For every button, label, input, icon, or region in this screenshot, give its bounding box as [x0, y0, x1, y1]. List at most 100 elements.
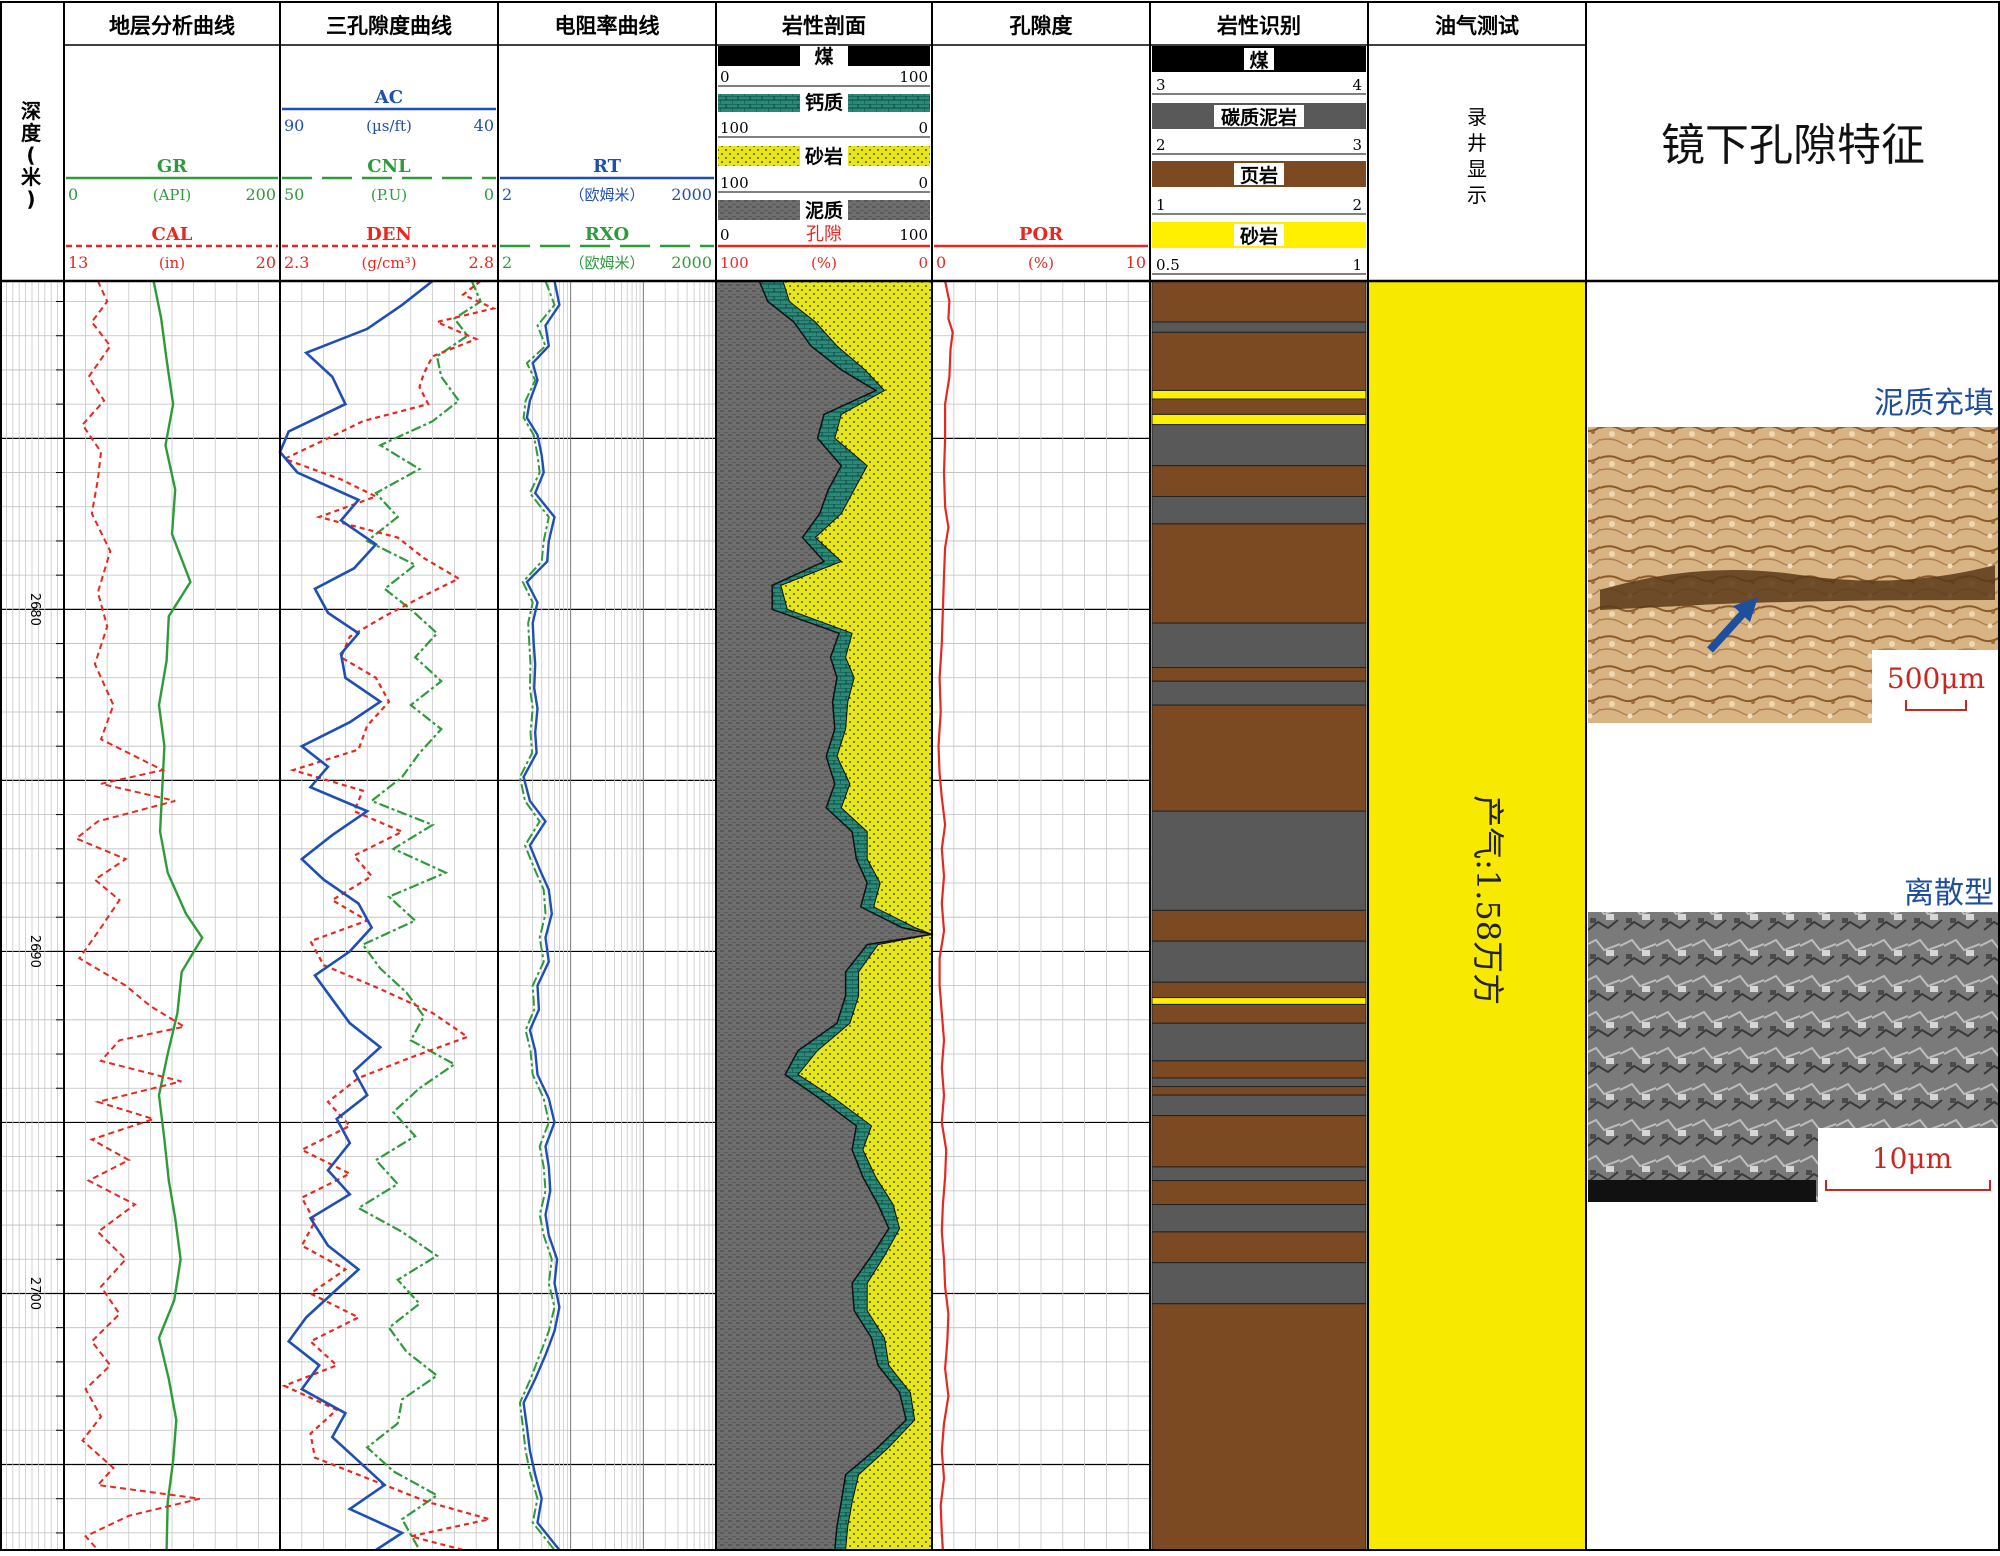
- ident-legend-max: 4: [1352, 76, 1362, 94]
- porosity-legend-unit: (%): [811, 254, 837, 272]
- ident-layer-coal_mud: [1151, 680, 1367, 706]
- den-curve: [281, 280, 497, 1552]
- ident-legend-min: 0.5: [1156, 256, 1180, 274]
- depth-header-char: ): [26, 187, 35, 211]
- arrow-icon: [1733, 597, 1758, 622]
- gr-curve: [152, 280, 204, 1551]
- ident-layer-shale: [1151, 1003, 1367, 1024]
- porosity-legend-label: 孔隙: [806, 224, 842, 245]
- legend-unit: (P.U): [371, 186, 407, 204]
- litho-legend-min: 100: [720, 119, 749, 137]
- scale-label-2: 10μm: [1872, 1142, 1952, 1175]
- ident-legend-label: 煤: [1249, 50, 1268, 72]
- mud-boundary-line: [758, 280, 933, 1551]
- legend-max: 200: [245, 185, 276, 204]
- depth-tick-label: 2680: [27, 593, 42, 626]
- photo-caption-2: 离散型: [1904, 876, 1994, 911]
- ident-layer-shale: [1151, 1231, 1367, 1264]
- test-note-char: 示: [1467, 183, 1487, 207]
- litho-legend-min: 0: [720, 68, 730, 86]
- test-note-char: 录: [1467, 105, 1487, 129]
- ident-layer-shale: [1151, 465, 1367, 497]
- ident-legend-max: 3: [1352, 136, 1362, 154]
- photo-arrow-shaft: [1707, 605, 1751, 653]
- legend-unit: (%): [1028, 254, 1054, 272]
- calcareous-fill: [759, 281, 932, 1550]
- sem-info-bar: [1588, 1180, 1816, 1202]
- ident-layer-coal_mud: [1151, 622, 1367, 669]
- track-title-por: 孔隙度: [1010, 14, 1073, 38]
- legend-name: DEN: [366, 224, 412, 245]
- legend-name: RXO: [585, 224, 629, 245]
- legend-unit: (µs/ft): [366, 117, 412, 135]
- gas-test-result: 产气:1.58万方: [1469, 795, 1507, 1005]
- ident-legend-label: 碳质泥岩: [1221, 106, 1297, 129]
- ident-layer-shale: [1151, 667, 1367, 682]
- ident-legend-label: 页岩: [1240, 164, 1278, 187]
- legend-min: 2.3: [284, 253, 309, 272]
- litho-legend-max: 0: [918, 119, 928, 137]
- micro-title: 镜下孔隙特征: [1661, 120, 1925, 171]
- legend-unit: （欧姆米）: [569, 254, 644, 272]
- ident-layer-shale: [1151, 1180, 1367, 1206]
- litho-legend-max: 0: [918, 174, 928, 192]
- legend-unit: （欧姆米）: [569, 186, 644, 204]
- ident-layer-coal_mud: [1151, 1022, 1367, 1062]
- ident-layer-coal_mud: [1151, 424, 1367, 467]
- gas-test-interval: [1368, 281, 1586, 1550]
- scale-label-1: 500μm: [1887, 662, 1985, 695]
- legend-min: 90: [284, 116, 304, 135]
- track-title-litho: 岩性剖面: [781, 14, 866, 38]
- ident-layer-coal_mud: [1151, 1204, 1367, 1233]
- legend-min: 0: [936, 253, 946, 272]
- depth-tick-label: 2700: [27, 1277, 42, 1310]
- ident-layer-coal_mud: [1151, 940, 1367, 983]
- test-note-char: 井: [1467, 131, 1487, 155]
- rxo-curve: [518, 280, 556, 1551]
- depth-tick-label: 2690: [27, 935, 42, 968]
- legend-name: POR: [1019, 224, 1064, 245]
- por-curve: [937, 280, 954, 1551]
- ident-legend-label-bg: [1244, 48, 1274, 70]
- legend-min: 50: [284, 185, 304, 204]
- legend-max: 2.8: [469, 253, 494, 272]
- legend-max: 10: [1126, 253, 1146, 272]
- legend-name: CNL: [367, 156, 411, 177]
- legend-name: AC: [374, 87, 403, 108]
- litho-legend-label-bg: [800, 94, 848, 112]
- track-title-resist: 电阻率曲线: [555, 14, 660, 38]
- legend-min: 13: [68, 253, 88, 272]
- ident-layer-shale: [1151, 1060, 1367, 1079]
- litho-legend-max: 100: [899, 68, 928, 86]
- ident-layer-shale: [1151, 280, 1367, 323]
- depth-header-char: 深: [21, 99, 41, 123]
- ident-layer-shale: [1151, 1115, 1367, 1168]
- ident-layer-sand: [1151, 389, 1367, 400]
- ident-legend-label-bg: [1214, 105, 1304, 127]
- ident-layer-shale: [1151, 398, 1367, 415]
- legend-min: 2: [502, 253, 512, 272]
- scale-bar-1: [1905, 700, 1967, 711]
- legend-max: 20: [256, 253, 276, 272]
- litho-legend-label: 钙质: [805, 91, 843, 114]
- legend-name: RT: [593, 156, 622, 177]
- scale-bar-2: [1825, 1180, 1991, 1191]
- ident-layer-coal_mud: [1151, 1094, 1367, 1117]
- ident-legend-min: 1: [1156, 196, 1166, 214]
- cal-curve: [74, 280, 201, 1551]
- ident-layer-coal_mud: [1151, 495, 1367, 525]
- photo-pore-dark: [1600, 565, 1995, 610]
- ident-layer-shale: [1151, 331, 1367, 391]
- ident-legend-max: 1: [1352, 256, 1362, 274]
- ident-legend-min: 2: [1156, 136, 1166, 154]
- ident-layer-coal_mud: [1151, 1077, 1367, 1088]
- ident-layer-coal_mud: [1151, 810, 1367, 911]
- ident-layer-shale: [1151, 1303, 1367, 1551]
- depth-header-char: 度: [21, 121, 42, 145]
- ident-layer-coal_mud: [1151, 321, 1367, 333]
- litho-legend-label-bg: [800, 200, 848, 220]
- ident-legend-max: 2: [1352, 196, 1362, 214]
- ident-layer-coal_mud: [1151, 1166, 1367, 1182]
